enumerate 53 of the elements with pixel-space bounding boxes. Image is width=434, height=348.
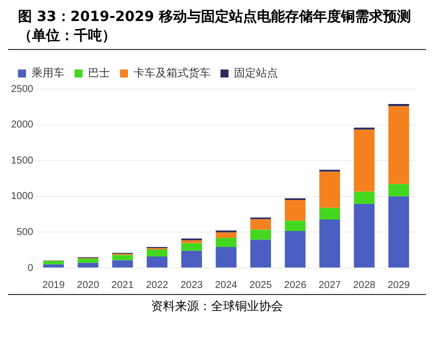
y-tick-label: 2000: [10, 120, 34, 131]
bar: [216, 246, 236, 268]
bar: [284, 220, 306, 232]
x-tick-label: 2024: [215, 280, 238, 291]
y-tick-label: 0: [28, 262, 34, 274]
x-tick-label: 2021: [111, 280, 134, 291]
x-tick-label: 2028: [353, 280, 376, 291]
bar: [388, 104, 410, 106]
y-tick-label: 500: [16, 226, 34, 238]
text: 资料来源：全球铜业协会: [150, 298, 284, 315]
legend-label: 卡车及箱式货车: [134, 66, 210, 80]
bar: [181, 250, 202, 268]
bar: [250, 230, 272, 240]
bar: [216, 232, 236, 238]
bar: [78, 258, 98, 263]
bar: [43, 261, 64, 264]
bar: [250, 219, 272, 230]
bar: [181, 243, 202, 251]
bar: [319, 172, 340, 208]
bar: [319, 208, 340, 220]
x-tick-label: 2022: [146, 280, 169, 291]
bar: [388, 106, 410, 184]
bar: [388, 184, 410, 196]
x-tick-label: 2026: [284, 280, 307, 291]
y-tick-label: 1000: [10, 191, 34, 202]
bar: [284, 231, 306, 268]
legend-label: 乘用车: [32, 66, 64, 80]
bar: [319, 219, 340, 268]
bar: [112, 255, 133, 260]
legend-label: 固定站点: [234, 66, 278, 80]
x-tick-label: 2025: [250, 280, 272, 291]
bar: [181, 240, 202, 244]
x-tick-label: 2027: [318, 280, 342, 291]
bar: [112, 260, 133, 268]
bar: [284, 200, 306, 221]
x-tick-label: 2020: [76, 280, 100, 291]
bar: [354, 130, 375, 192]
bar: [146, 256, 168, 268]
y-tick-label: 2500: [10, 84, 34, 95]
x-tick-label: 2029: [388, 280, 410, 291]
bar: [354, 204, 375, 268]
y-tick-label: 1500: [10, 155, 34, 166]
x-tick-label: 2019: [42, 280, 66, 291]
chart-title: 图 33：2019-2029 移动与固定站点电能存储年度铜需求预测（单位：千吨）: [8, 8, 426, 50]
bar: [78, 262, 98, 268]
bar: [388, 196, 410, 268]
bar: [146, 250, 168, 256]
bar: [354, 192, 375, 204]
bar: [216, 238, 236, 247]
x-tick-label: 2023: [180, 280, 204, 291]
legend-label: 巴士: [88, 66, 110, 80]
bar: [43, 264, 64, 268]
bar: [250, 240, 272, 268]
